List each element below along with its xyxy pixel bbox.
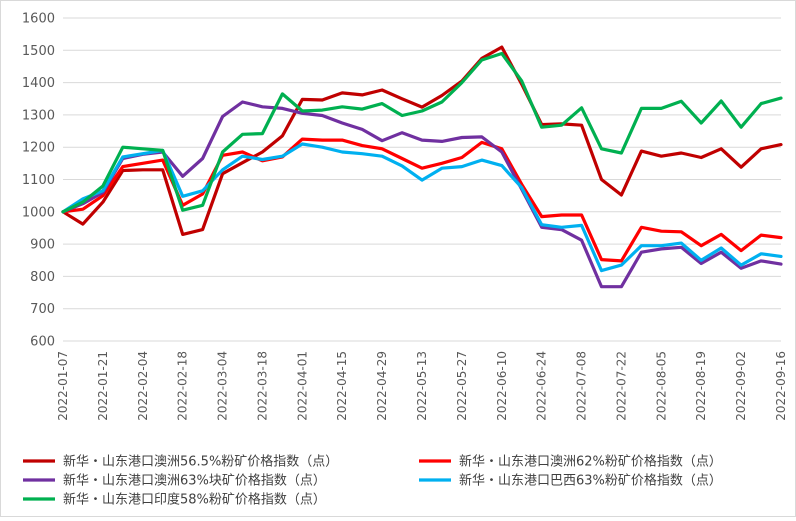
x-tick-label: 2022-09-16 [774, 351, 788, 421]
series-line-5 [61, 51, 783, 214]
y-tick-label: 700 [30, 302, 55, 317]
y-tick-label: 1100 [22, 173, 55, 188]
y-tick-label: 1600 [22, 12, 55, 27]
x-tick-label: 2022-03-18 [255, 351, 269, 421]
series-lines [61, 45, 783, 289]
legend-label-1: 新华・山东港口澳洲56.5%粉矿价格指数（点） [63, 454, 338, 470]
x-tick-label: 2022-07-08 [575, 351, 589, 421]
y-tick-label: 1000 [22, 205, 55, 220]
series-line-4 [61, 142, 783, 273]
x-tick-label: 2022-08-05 [654, 351, 668, 421]
legend-label-3: 新华・山东港口澳洲63%块矿价格指数（点） [63, 473, 326, 489]
y-tick-label: 1200 [22, 141, 55, 156]
series-line-1 [61, 45, 783, 236]
y-tick-label: 1300 [22, 108, 55, 123]
x-tick-label: 2022-01-07 [56, 351, 70, 421]
x-tick-label: 2022-06-10 [495, 351, 509, 421]
x-tick-label: 2022-09-02 [734, 351, 748, 421]
x-tick-label: 2022-06-24 [535, 351, 549, 421]
x-tick-label: 2022-02-18 [176, 351, 190, 421]
y-tick-label: 1400 [22, 76, 55, 91]
legend-label-2: 新华・山东港口澳洲62%粉矿价格指数（点） [459, 454, 722, 470]
y-axis: 600 700 800 900 1000 1100 1200 1300 1400 1500 1600 [22, 12, 55, 350]
x-tick-label: 2022-05-27 [455, 351, 469, 421]
y-tick-label: 600 [30, 335, 55, 350]
series-line-3 [61, 100, 783, 289]
y-tick-label: 800 [30, 270, 55, 285]
x-tick-label: 2022-03-04 [216, 351, 230, 421]
x-tick-label: 2022-04-15 [335, 351, 349, 421]
x-tick-label: 2022-07-22 [614, 351, 628, 421]
legend-label-4: 新华・山东港口巴西63%粉矿价格指数（点） [459, 473, 722, 489]
x-tick-label: 2022-08-19 [694, 351, 708, 421]
x-tick-label: 2022-04-01 [295, 351, 309, 421]
x-tick-label: 2022-05-13 [415, 351, 429, 421]
x-axis: 2022-01-07 2022-01-21 2022-02-04 2022-02-18… [56, 351, 788, 421]
y-tick-label: 1500 [22, 44, 55, 59]
legend-label-5: 新华・山东港口印度58%粉矿价格指数（点） [63, 492, 326, 508]
x-tick-label: 2022-04-29 [375, 351, 389, 421]
x-tick-label: 2022-02-04 [136, 351, 150, 421]
legend: 新华・山东港口澳洲56.5%粉矿价格指数（点） 新华・山东港口澳洲62%粉矿价格指… [23, 454, 722, 508]
y-tick-label: 900 [30, 238, 55, 253]
x-tick-label: 2022-01-21 [96, 351, 110, 421]
